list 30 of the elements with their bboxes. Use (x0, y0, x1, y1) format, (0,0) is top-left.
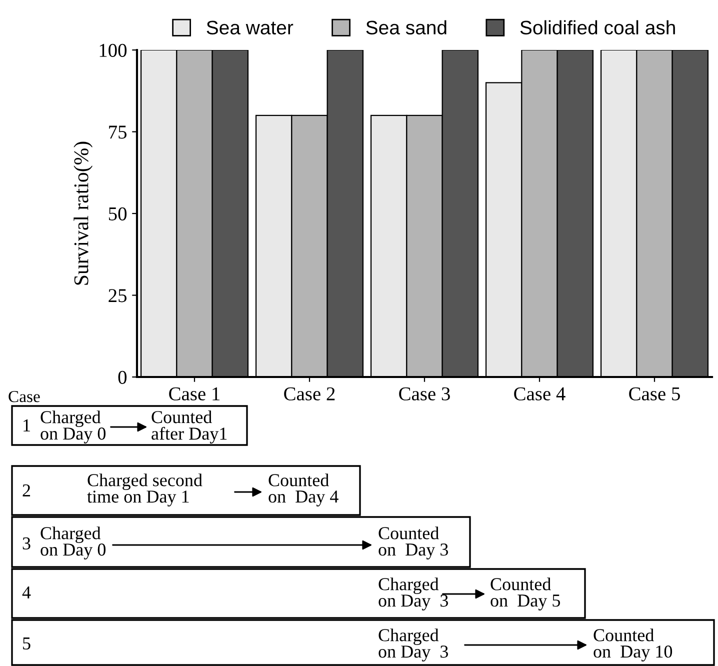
x-tick-label: Case 3 (399, 387, 450, 400)
y-tick-label: 50 (108, 207, 127, 220)
text: 2 (22, 484, 30, 496)
y-axis-title: Survival ratio(%) (74, 142, 93, 285)
text: Counted on Day 4 (268, 474, 338, 506)
text: 4 (22, 586, 31, 598)
text: Charged on Day 3 (378, 578, 448, 610)
text: Charged on Day 0 (40, 410, 106, 444)
text: Charged on Day 3 (378, 628, 448, 662)
x-tick-label: Case 1 (169, 387, 220, 400)
legend-label: Sea sand (366, 20, 446, 34)
y-tick-label: 0 (118, 370, 127, 384)
text: Counted after Day1 (152, 410, 227, 444)
text: Case (8, 390, 40, 402)
x-tick-label: Case 5 (629, 387, 680, 400)
text: 5 (23, 638, 30, 650)
text: Counted on Day 5 (490, 578, 560, 610)
x-tick-label: Case 4 (514, 387, 566, 400)
y-tick-label: 25 (108, 289, 127, 302)
y-tick-label: 100 (100, 44, 127, 57)
text: Charged on Day 0 (40, 526, 106, 560)
legend-label: Solidified coal ash (520, 20, 675, 34)
legend-label: Sea water (206, 20, 294, 34)
text: Charged second time on Day 1 (87, 474, 202, 506)
y-tick-label: 75 (109, 126, 127, 139)
x-tick-label: Case 2 (284, 387, 335, 400)
text: Counted on Day 3 (378, 526, 448, 560)
text: 3 (22, 537, 30, 550)
text: Counted on Day 10 (594, 628, 672, 662)
text: 1 (24, 419, 30, 432)
